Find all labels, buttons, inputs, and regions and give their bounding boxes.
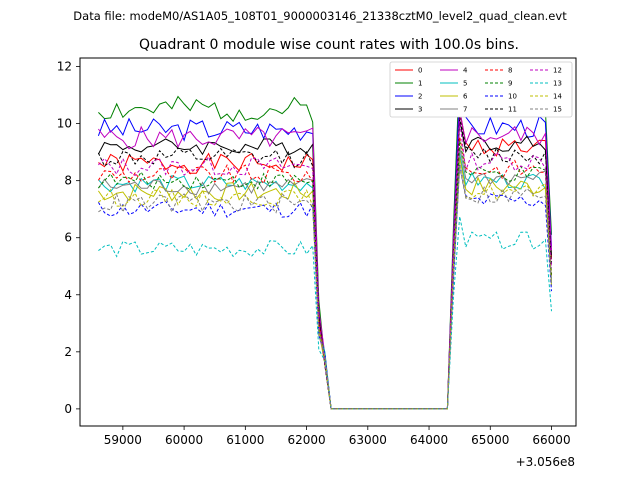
legend-label-6: 6 — [463, 93, 468, 101]
x-tick-label: 66000 — [532, 433, 570, 447]
y-tick-label: 2 — [64, 345, 72, 359]
y-tick-label: 6 — [64, 231, 72, 245]
legend-label-12: 12 — [553, 67, 562, 75]
plot-area: 59000 60000 61000 62000 63000 64000 65000 66000… — [57, 57, 577, 447]
legend-label-9: 9 — [508, 80, 512, 88]
x-tick-label: 62000 — [287, 433, 325, 447]
y-tick-label: 8 — [64, 174, 72, 188]
series-line-15 — [98, 167, 552, 410]
x-tick-label: 61000 — [226, 433, 264, 447]
legend-label-3: 3 — [418, 106, 422, 114]
series-line-14 — [98, 166, 552, 410]
y-tick-label: 0 — [64, 402, 72, 416]
y-tick-label: 10 — [57, 117, 72, 131]
x-offset-label: +3.056e8 — [516, 455, 575, 469]
series-line-11 — [97, 117, 552, 410]
y-tick-label: 4 — [64, 288, 72, 302]
x-tick-label: 60000 — [165, 433, 203, 447]
x-tick-label: 63000 — [349, 433, 387, 447]
plot-border — [79, 57, 577, 427]
y-tick-label: 12 — [57, 60, 72, 74]
plot-frame — [80, 58, 576, 426]
legend-label-5: 5 — [463, 80, 467, 88]
legend-label-8: 8 — [508, 67, 512, 75]
legend-label-14: 14 — [553, 93, 562, 101]
legend-label-4: 4 — [463, 67, 468, 75]
chart-title: Quadrant 0 module wise count rates with … — [139, 37, 519, 53]
legend-label-13: 13 — [553, 80, 562, 88]
legend-label-11: 11 — [508, 106, 517, 114]
x-axis: 59000 60000 61000 62000 63000 64000 65000 66000 — [104, 426, 571, 447]
x-tick-label: 59000 — [104, 433, 142, 447]
series-line-12 — [98, 121, 552, 410]
legend-box — [389, 61, 573, 118]
x-tick-label: 64000 — [410, 433, 448, 447]
y-axis: 0 2 4 6 8 10 12 — [57, 60, 80, 416]
legend-label-10: 10 — [508, 93, 517, 101]
legend-label-7: 7 — [463, 106, 467, 114]
series-line-10 — [97, 164, 552, 410]
legend-label-1: 1 — [418, 80, 422, 88]
legend-label-2: 2 — [418, 93, 422, 101]
legend-label-15: 15 — [553, 106, 562, 114]
legend-label-0: 0 — [418, 67, 422, 75]
figure-suptitle: Data file: modeM0/AS1A05_108T01_90000031… — [73, 9, 567, 23]
series-line-5 — [98, 153, 552, 410]
x-tick-label: 65000 — [471, 433, 509, 447]
series-layer — [97, 66, 552, 410]
